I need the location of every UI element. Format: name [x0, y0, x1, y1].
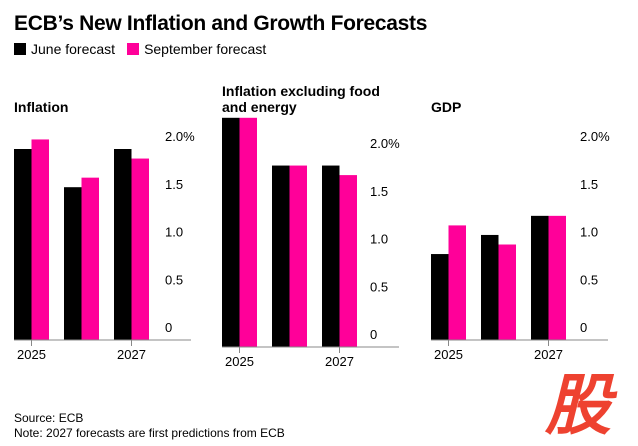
y-tick-label: 1.5: [165, 177, 183, 192]
x-tick-label: 2027: [325, 354, 354, 369]
panel-title: and energy: [222, 99, 297, 115]
note-text: Note: 2027 forecasts are first predictio…: [14, 426, 285, 440]
y-tick-label: 1.5: [580, 177, 598, 192]
bar-june-2026: [64, 187, 82, 340]
y-tick-label: 0.5: [580, 272, 598, 287]
panel-title: GDP: [431, 99, 461, 115]
legend-label-september: September forecast: [144, 41, 267, 57]
watermark-logo: 股: [545, 368, 611, 442]
x-tick-label: 2027: [534, 347, 563, 362]
footnotes: Source: ECB Note: 2027 forecasts are fir…: [14, 411, 285, 441]
panel-title: Inflation: [14, 99, 68, 115]
y-tick-label: 1.0: [580, 225, 598, 240]
bar-september-2025: [239, 117, 257, 347]
y-tick-label: 0.5: [165, 272, 183, 287]
y-tick-label: 1.0: [165, 225, 183, 240]
y-tick-label: 1.0: [370, 232, 388, 247]
y-tick-label: 0.5: [370, 279, 388, 294]
bar-september-2026: [289, 165, 307, 347]
bar-september-2026: [81, 177, 99, 340]
y-tick-label: 0: [165, 320, 172, 335]
bar-june-2026: [272, 165, 290, 347]
bar-september-2026: [498, 244, 516, 340]
y-tick-label: 1.5: [370, 184, 388, 199]
x-tick-label: 2025: [225, 354, 254, 369]
y-tick-label: 2.0%: [580, 129, 610, 144]
x-tick-label: 2025: [17, 347, 46, 362]
x-tick-label: 2025: [434, 347, 463, 362]
legend-label-june: June forecast: [31, 41, 116, 57]
bar-june-2025: [222, 117, 240, 347]
y-tick-label: 2.0%: [370, 136, 400, 151]
chart-title: ECB’s New Inflation and Growth Forecasts: [14, 12, 428, 35]
source-text: Source: ECB: [14, 411, 84, 425]
bar-june-2025: [14, 149, 32, 340]
y-tick-label: 0: [370, 327, 377, 342]
y-tick-label: 2.0%: [165, 129, 195, 144]
legend-september: September forecast: [127, 41, 266, 57]
legend-june: June forecast: [14, 41, 115, 57]
bar-june-2027: [531, 215, 549, 340]
bar-june-2027: [114, 149, 132, 340]
y-tick-label: 0: [580, 320, 587, 335]
bar-june-2027: [322, 165, 340, 347]
bar-september-2025: [448, 225, 466, 340]
bar-september-2025: [31, 139, 49, 340]
bar-september-2027: [548, 215, 566, 340]
legend: June forecast September forecast: [14, 41, 266, 57]
x-tick-label: 2027: [117, 347, 146, 362]
panel-title: Inflation excluding food: [222, 83, 380, 99]
legend-swatch-september: [127, 43, 140, 55]
legend-swatch-june: [14, 43, 26, 55]
bar-june-2025: [431, 254, 449, 340]
bar-september-2027: [131, 158, 149, 340]
bar-september-2027: [339, 175, 357, 347]
bar-june-2026: [481, 234, 499, 340]
